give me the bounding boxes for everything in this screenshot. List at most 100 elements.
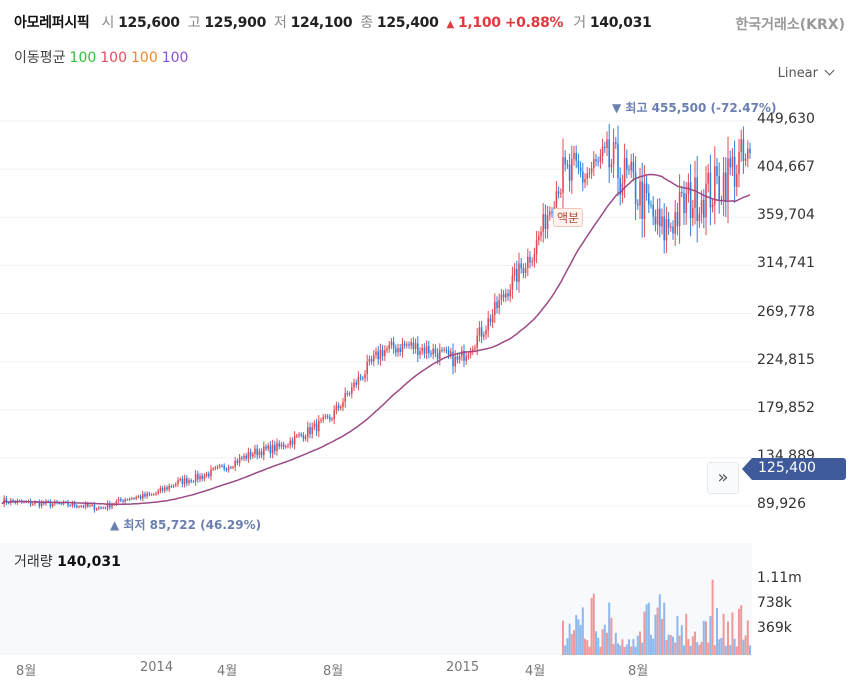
candle-body — [51, 503, 54, 507]
volume-bar — [667, 634, 670, 655]
ma-period-1[interactable]: 100 — [69, 50, 97, 66]
candle-body — [487, 318, 489, 331]
candle-body — [364, 374, 366, 379]
candle-body — [379, 349, 382, 360]
candle-body — [674, 212, 676, 234]
candle-body — [507, 293, 509, 297]
candle-body — [366, 361, 368, 375]
candle-body — [285, 446, 287, 448]
candle-body — [489, 318, 492, 323]
candle-body — [146, 493, 148, 497]
moving-average-legend[interactable]: 이동평균 100 100 100 100 — [14, 47, 188, 67]
candle-body — [304, 436, 307, 439]
volume-bar — [579, 624, 582, 655]
candle-body — [318, 420, 320, 432]
candle-body — [238, 457, 241, 464]
candle-body — [546, 215, 549, 230]
candle-body — [243, 455, 245, 459]
candle-body — [575, 152, 577, 161]
candle-body — [463, 350, 465, 361]
candle-body — [586, 173, 588, 180]
volume-bar — [676, 615, 679, 655]
x-axis-label: 4월 — [217, 664, 238, 679]
candle-body — [619, 178, 621, 195]
candle-body — [289, 440, 291, 446]
volume-title: 거래량 140,031 — [14, 551, 121, 571]
candle-body — [555, 191, 558, 208]
candle-body — [652, 204, 654, 217]
candle-body — [375, 351, 377, 356]
candle-body — [447, 350, 450, 355]
volume-bar — [603, 624, 606, 655]
volume-bar — [641, 642, 644, 655]
candle-body — [650, 204, 652, 206]
candle-body — [456, 356, 459, 360]
candle-body — [344, 393, 346, 402]
ma-period-2[interactable]: 100 — [100, 50, 127, 66]
candle-body — [256, 448, 258, 456]
candle-body — [260, 451, 263, 456]
candle-body — [654, 216, 657, 225]
ma-period-4[interactable]: 100 — [161, 50, 189, 66]
volume-bar — [636, 635, 639, 655]
candle-body — [540, 231, 542, 237]
open-label: 시 — [101, 15, 115, 31]
candle-body — [192, 481, 195, 483]
volume-bar — [669, 635, 672, 655]
candle-body — [122, 500, 124, 502]
volume-bar — [700, 641, 703, 655]
candle-body — [599, 155, 602, 162]
volume-bar — [680, 625, 683, 655]
candle-body — [368, 358, 371, 362]
candle-body — [740, 139, 742, 153]
volume-bar — [606, 632, 608, 655]
candle-body — [423, 347, 426, 354]
stock-split-event-marker[interactable]: 액분 — [553, 208, 584, 227]
candle-body — [733, 156, 736, 187]
candle-body — [615, 142, 617, 144]
candle-body — [153, 494, 155, 496]
candle-body — [505, 293, 507, 298]
volume-bar — [630, 646, 633, 655]
candle-body — [133, 498, 135, 500]
volume-bar — [658, 594, 661, 655]
open-value: 125,600 — [118, 15, 180, 31]
candle-body — [302, 435, 305, 439]
candle-body — [139, 496, 142, 499]
candle-body — [287, 445, 289, 447]
candle-body — [148, 493, 151, 495]
candle-body — [100, 507, 102, 509]
candle-body — [168, 485, 170, 490]
volume-bar — [685, 613, 688, 655]
candle-body — [342, 401, 344, 408]
volume-bar — [689, 645, 692, 655]
volume-bar — [749, 645, 751, 655]
y-axis-label: 269,778 — [757, 303, 815, 320]
y-axis-label: 314,741 — [757, 255, 815, 272]
candle-body — [135, 497, 137, 499]
y-axis-label: 89,926 — [757, 496, 806, 512]
candle-body — [467, 354, 470, 357]
candle-body — [353, 382, 355, 388]
candle-body — [590, 168, 593, 173]
candle-body — [729, 158, 731, 168]
candle-body — [564, 157, 566, 165]
candle-body — [562, 157, 564, 193]
candle-body — [573, 152, 575, 159]
volume-bar — [634, 646, 637, 655]
candle-body — [236, 460, 239, 464]
candle-body — [309, 427, 311, 435]
candle-body — [76, 505, 78, 508]
scroll-to-latest-button[interactable]: » — [707, 462, 739, 494]
candle-body — [208, 473, 210, 477]
candle-body — [414, 343, 417, 349]
candle-body — [601, 146, 604, 156]
volume-bar — [647, 602, 650, 655]
candle-body — [115, 501, 118, 505]
volume-bar — [729, 645, 732, 655]
candle-body — [725, 172, 727, 202]
candle-body — [142, 493, 144, 499]
ma-period-3[interactable]: 100 — [131, 50, 158, 66]
scale-selector[interactable]: Linear — [778, 65, 835, 81]
